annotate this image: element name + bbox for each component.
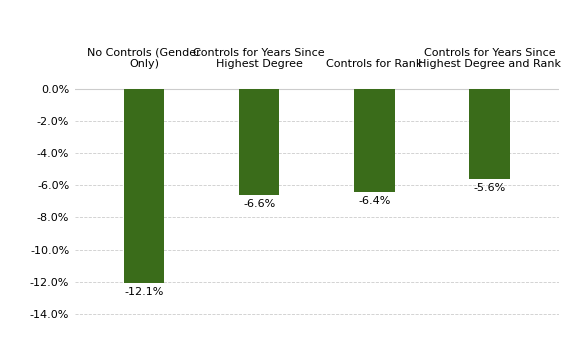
Text: -6.4%: -6.4% [358,196,391,206]
Bar [354,89,395,192]
Text: -6.6%: -6.6% [243,199,275,209]
Text: -5.6%: -5.6% [473,183,506,193]
Bar [124,89,164,283]
Text: -12.1%: -12.1% [124,287,164,297]
Bar [469,89,510,179]
Bar [239,89,279,195]
